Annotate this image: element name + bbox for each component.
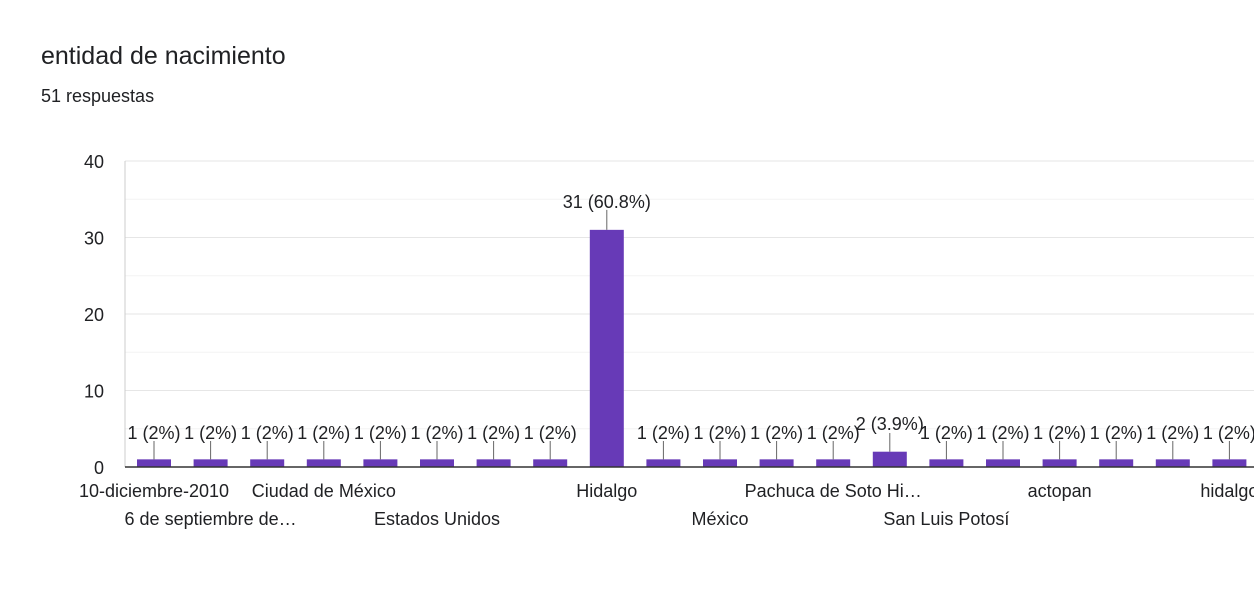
bar [476, 459, 511, 467]
data-label: 1 (2%) [1033, 423, 1086, 443]
data-label: 1 (2%) [467, 423, 520, 443]
data-label: 31 (60.8%) [563, 192, 651, 212]
data-label: 1 (2%) [297, 423, 350, 443]
bar [1099, 459, 1134, 467]
bar [420, 459, 454, 467]
x-tick-label: Pachuca de Soto Hi… [745, 481, 922, 501]
y-tick-label: 0 [94, 458, 104, 478]
bar [137, 459, 171, 467]
data-label: 1 (2%) [524, 423, 577, 443]
bar [816, 459, 851, 467]
response-count: 51 respuestas [41, 86, 155, 106]
data-label: 1 (2%) [1090, 423, 1143, 443]
bar [306, 459, 341, 467]
y-tick-label: 30 [84, 229, 104, 249]
y-tick-label: 40 [84, 152, 104, 172]
bar [193, 459, 228, 467]
bar [1155, 459, 1190, 467]
bar [646, 459, 681, 467]
data-label: 2 (3.9%) [856, 414, 924, 434]
data-label: 1 (2%) [354, 423, 407, 443]
bar [703, 459, 737, 467]
x-tick-label: actopan [1028, 481, 1092, 501]
bar [1042, 459, 1077, 467]
data-label: 1 (2%) [1146, 423, 1199, 443]
data-label: 1 (2%) [976, 423, 1029, 443]
bar [929, 459, 964, 467]
x-tick-label: San Luis Potosí [883, 509, 1009, 529]
x-tick-label: México [691, 509, 748, 529]
x-tick-label: 10-diciembre-2010 [79, 481, 229, 501]
data-label: 1 (2%) [184, 423, 237, 443]
y-axis-ticks: 0 10 20 30 40 [84, 152, 104, 478]
grid-lines [125, 160, 1254, 430]
y-tick-label: 20 [84, 305, 104, 325]
data-label: 1 (2%) [241, 423, 294, 443]
x-tick-label: Hidalgo [576, 481, 637, 501]
x-tick-label: hidalgo [1200, 481, 1254, 501]
bar [250, 459, 285, 467]
data-label: 1 (2%) [693, 423, 746, 443]
bar [589, 229, 624, 467]
data-labels: 1 (2%) 1 (2%) 1 (2%) 1 (2%) 1 (2%) 1 (2%) 1 (2… [127, 192, 1254, 460]
bars [137, 229, 1247, 467]
x-tick-label: Ciudad de México [252, 481, 396, 501]
x-tick-label: Estados Unidos [374, 509, 500, 529]
data-label: 1 (2%) [637, 423, 690, 443]
data-label: 1 (2%) [920, 423, 973, 443]
axes [124, 161, 1254, 468]
bar [533, 459, 568, 467]
x-axis-labels: 10-diciembre-2010 6 de septiembre de… Ciud… [79, 481, 1254, 529]
data-label: 1 (2%) [807, 423, 860, 443]
bar [1212, 459, 1247, 467]
data-label: 1 (2%) [410, 423, 463, 443]
bar [759, 459, 794, 467]
data-label: 1 (2%) [1203, 423, 1254, 443]
bar [986, 459, 1020, 467]
bar [363, 459, 398, 467]
y-tick-label: 10 [84, 382, 104, 402]
data-label: 1 (2%) [750, 423, 803, 443]
data-label: 1 (2%) [127, 423, 180, 443]
x-tick-label: 6 de septiembre de… [125, 509, 297, 529]
bar [872, 451, 907, 467]
chart-title: entidad de nacimiento [41, 42, 286, 70]
